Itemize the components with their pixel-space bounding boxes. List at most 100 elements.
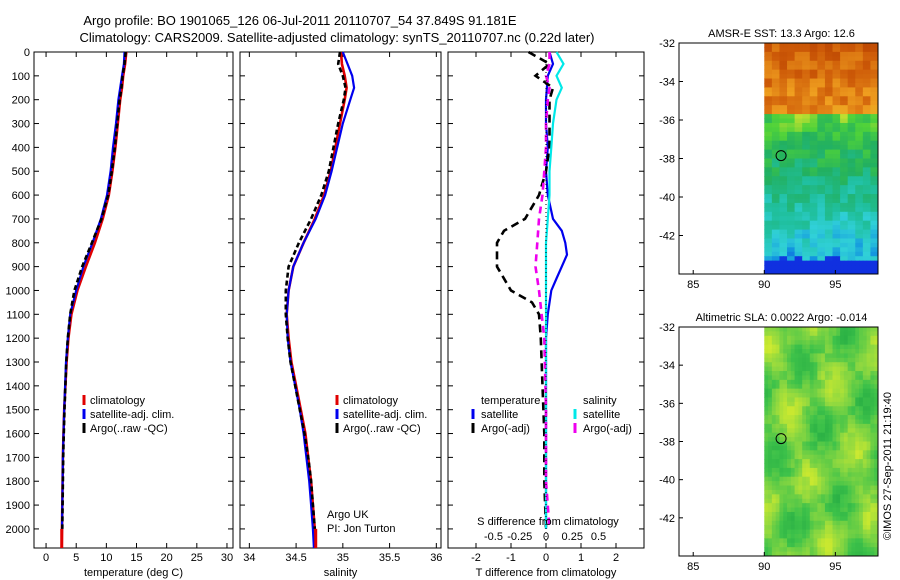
map-cell [775,96,780,102]
map-cell [779,238,784,244]
map-cell [840,225,845,231]
map-cell [790,78,796,84]
map-cell [813,176,818,182]
map-cell [764,331,769,337]
map-cell [862,60,868,66]
map-cell [832,247,837,253]
map-cell [783,467,788,473]
map-cell [787,220,792,226]
map-cell [813,419,818,425]
map-cell [817,437,822,442]
map-cell [843,335,849,341]
map-cell [768,445,773,451]
map-cell [764,467,769,473]
map-cell [828,516,834,522]
map-cell [775,60,780,66]
map-cell [768,185,773,191]
map-cell [851,60,856,66]
map-cell [843,397,849,403]
map-cell [821,105,826,111]
map-cell [764,366,769,372]
map-cell [787,131,792,137]
map-cell [828,162,834,168]
map-cell [794,335,799,341]
map-cell [821,397,826,403]
map-cell [851,357,856,363]
map-cell [824,260,830,266]
map-cell [866,459,871,465]
map-cell [809,397,815,403]
map-cell [802,114,807,120]
map-cell [787,43,792,48]
x-tick-label: 34.5 [285,552,306,564]
map-cell [851,100,856,106]
map-cell [783,207,788,213]
credit-text: ©IMOS 27-Sep-2011 21:19:40 [882,392,894,540]
map-cell [768,388,773,394]
map-cell [843,47,849,53]
map-cell [798,371,803,376]
map-cell [840,489,845,495]
map-cell [802,225,807,231]
map-cell [775,220,780,226]
map-cell [855,538,860,544]
map-cell [847,388,852,394]
map-cell [802,366,807,372]
map-cell [813,357,818,363]
map-cell [798,238,803,244]
map-cell [802,432,807,438]
map-cell [866,260,871,266]
map-cell [847,507,852,513]
map-cell [771,251,777,257]
map-cell [866,432,871,438]
map-cell [836,87,841,93]
map-cell [855,481,860,487]
map-cell [828,145,834,151]
x-tick-label: 35 [337,552,349,564]
map-cell [817,353,822,359]
legend-label: climatology [90,395,146,407]
map-cell [832,78,837,84]
map-cell [843,260,849,266]
map-cell [832,428,837,434]
map-cell [787,428,792,434]
map-cell [843,100,849,106]
map-cell [805,379,811,385]
map-cell [843,445,849,451]
map-cell [851,472,856,478]
map-cell [832,388,837,394]
map-cell [843,419,849,425]
map-cell [874,415,879,420]
map-cell [828,529,834,535]
map-cell [866,375,871,381]
map-cell [832,485,837,491]
map-cell [775,529,780,535]
map-cell [794,353,799,359]
map-cell [866,489,871,495]
map-cell [817,140,822,146]
map-cell [866,467,871,473]
map-cell [798,362,803,368]
map-cell [775,349,780,354]
map-cell [836,149,841,155]
map-cell [832,503,837,509]
map-cell [783,415,788,420]
map-cell [821,467,826,473]
map-cell [824,87,830,93]
map-cell [836,375,841,381]
map-cell [775,260,780,266]
map-cell [859,419,864,425]
map-cell [862,47,868,53]
map-cell [836,56,841,62]
map-cell [836,362,841,368]
map-cell [783,393,788,398]
map-cell [859,87,864,93]
map-cell [813,127,818,133]
map-cell [840,463,845,469]
map-cell [836,432,841,438]
map-cell [817,229,822,235]
map-cell [840,388,845,394]
map-cell [851,494,856,500]
map-cell [790,60,796,66]
map-cell [779,331,784,337]
